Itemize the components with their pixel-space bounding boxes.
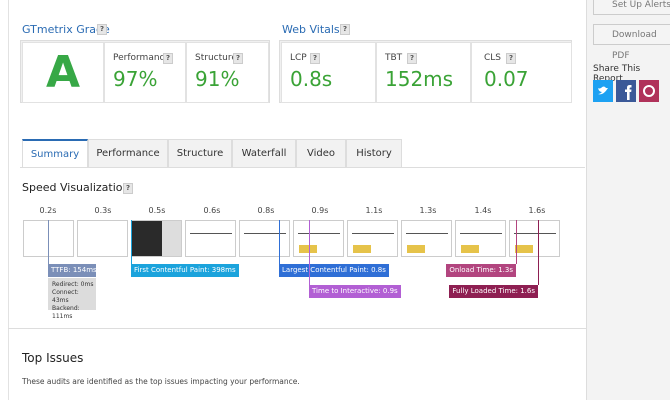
marker-label: Onload Time: 1.3s — [446, 264, 516, 277]
frame-time: 0.9s — [311, 206, 329, 215]
marker-line — [309, 220, 310, 285]
tab[interactable]: History — [346, 139, 402, 167]
section-title: Speed Visualization — [22, 181, 130, 194]
pinterest-icon[interactable] — [639, 80, 659, 102]
frame — [185, 220, 236, 257]
help-icon[interactable]: ? — [233, 53, 243, 64]
frame — [401, 220, 452, 257]
section-divider — [8, 328, 586, 329]
frame — [239, 220, 290, 257]
main-border — [8, 0, 9, 400]
marker-line — [516, 220, 517, 264]
metric-label: CLS — [484, 53, 502, 63]
metric-value: 0.07 — [484, 67, 529, 91]
frame-time: 0.2s — [39, 206, 57, 215]
help-icon[interactable]: ? — [163, 53, 173, 64]
help-icon[interactable]: ? — [506, 53, 516, 64]
ttfb-details: Redirect: 0ms Connect: 43ms Backend: 111… — [48, 278, 96, 320]
metric-cell: TBT ? 152ms — [376, 42, 471, 103]
frame-time: 0.5s — [148, 206, 166, 215]
help-icon[interactable]: ? — [310, 53, 320, 64]
frame-time: 0.3s — [94, 206, 112, 215]
metric-cell: Structure ? 91% — [186, 42, 269, 103]
section-title: Top Issues — [22, 351, 84, 365]
frame — [455, 220, 506, 257]
frame — [131, 220, 182, 257]
marker-label: TTFB: 154ms — [48, 264, 97, 277]
metric-cell: CLS ? 0.07 — [471, 42, 572, 103]
frame — [347, 220, 398, 257]
tab[interactable]: Waterfall — [232, 139, 296, 167]
help-icon[interactable]: ? — [340, 24, 350, 35]
frame-time: 1.3s — [419, 206, 437, 215]
frame-content — [461, 245, 479, 253]
marker-label: First Contentful Paint: 398ms — [131, 264, 239, 277]
marker-label: Time to Interactive: 0.9s — [309, 285, 401, 298]
marker-label: Fully Loaded Time: 1.6s — [449, 285, 538, 298]
frame-content — [298, 233, 340, 234]
frame-content — [299, 245, 317, 253]
frame-content — [353, 245, 371, 253]
frame-content — [460, 233, 502, 234]
alerts-button[interactable]: Set Up Alerts — [593, 0, 670, 15]
ttfb-detail: Backend: 111ms — [52, 305, 80, 320]
metric-value: 91% — [195, 67, 240, 91]
frame-time: 0.8s — [257, 206, 275, 215]
frame-time: 1.1s — [365, 206, 383, 215]
marker-label: Largest Contentful Paint: 0.8s — [279, 264, 389, 277]
grade-title: GTmetrix Grade — [22, 23, 110, 36]
help-icon[interactable]: ? — [123, 183, 133, 194]
frame-content — [514, 233, 556, 234]
metric-label: Performance — [113, 53, 171, 63]
metric-label: Structure — [195, 53, 237, 63]
frame-time: 1.6s — [528, 206, 546, 215]
frame — [509, 220, 560, 257]
frame-time: 1.4s — [474, 206, 492, 215]
metric-value: 152ms — [385, 67, 454, 91]
section-description: These audits are identified as the top i… — [22, 377, 300, 386]
tab[interactable]: Video — [296, 139, 346, 167]
marker-line — [538, 220, 539, 285]
pinterest-glyph — [643, 85, 655, 97]
frame-content — [406, 233, 448, 234]
grade-letter: A — [22, 42, 104, 103]
frame-content — [515, 245, 533, 253]
metric-label: TBT — [385, 53, 403, 63]
facebook-glyph — [625, 85, 632, 100]
frame-content — [190, 233, 232, 234]
help-icon[interactable]: ? — [407, 53, 417, 64]
frame — [293, 220, 344, 257]
sidebar — [586, 0, 670, 400]
tab[interactable]: Performance — [88, 139, 168, 167]
frame-content — [352, 233, 394, 234]
tab[interactable]: Structure — [168, 139, 232, 167]
tab-active[interactable]: Summary — [22, 139, 88, 167]
metric-cell: LCP ? 0.8s — [281, 42, 376, 103]
share-icons — [593, 80, 659, 102]
ttfb-detail: Connect: 43ms — [52, 289, 79, 304]
frame-time: 0.6s — [203, 206, 221, 215]
share-title: Share This Report — [593, 64, 641, 84]
metric-cell: Performance ? 97% — [104, 42, 186, 103]
vitals-title: Web Vitals — [282, 23, 340, 36]
frame-content — [162, 221, 181, 256]
help-icon[interactable]: ? — [97, 24, 107, 35]
metric-value: 0.8s — [290, 67, 333, 91]
ttfb-detail: Redirect: 0ms — [52, 281, 94, 288]
twitter-glyph — [598, 86, 608, 95]
frame-content — [244, 233, 286, 234]
tab-rule — [20, 167, 585, 168]
metric-value: 97% — [113, 67, 158, 91]
marker-line — [48, 220, 49, 264]
metric-label: LCP — [290, 53, 307, 63]
marker-line — [131, 220, 132, 264]
pdf-button[interactable]: Download PDF — [593, 24, 670, 61]
frame-content — [407, 245, 425, 253]
frame — [77, 220, 128, 257]
marker-line — [279, 220, 280, 264]
